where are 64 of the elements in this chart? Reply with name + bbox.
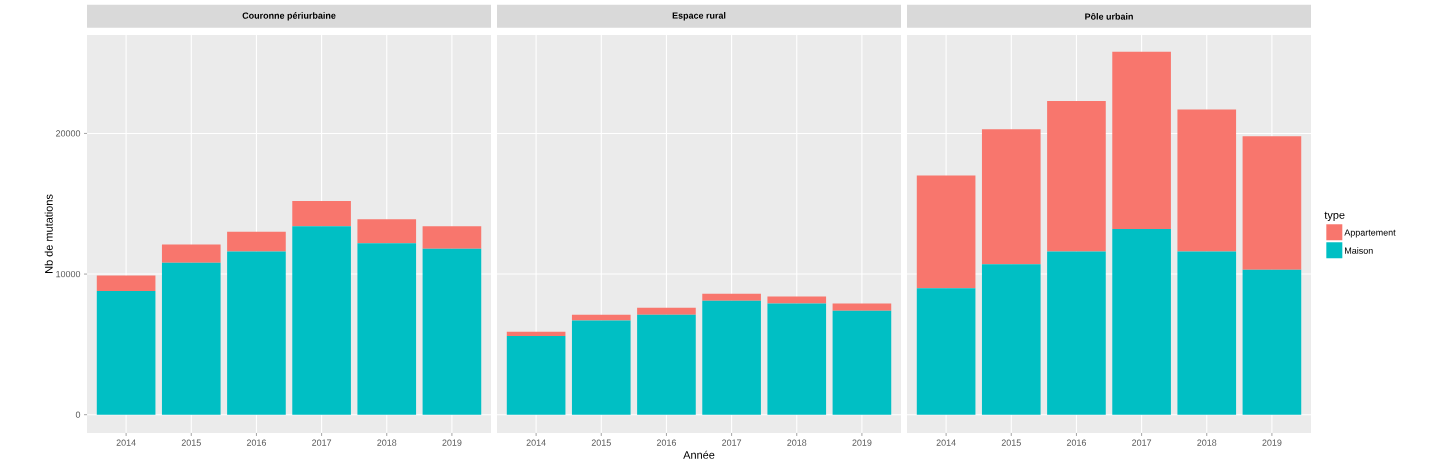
chart-title: Espace rural <box>672 12 726 21</box>
bar <box>637 307 696 315</box>
bar <box>916 175 976 289</box>
bar <box>702 293 761 301</box>
x-tick-label: 2019 <box>1262 439 1282 446</box>
bar <box>422 226 482 249</box>
bar <box>981 129 1041 265</box>
bar <box>506 331 566 336</box>
legend-title: type <box>1324 211 1345 222</box>
bar <box>96 275 156 291</box>
x-axis-title: Année <box>683 450 715 459</box>
legend-label: Maison <box>1345 247 1373 254</box>
x-tick-label: 2015 <box>181 439 201 446</box>
y-tick-label: 0 <box>75 411 81 418</box>
bar <box>767 296 827 304</box>
bar <box>1047 101 1106 252</box>
bar <box>96 290 156 415</box>
x-tick-label: 2016 <box>1066 439 1087 446</box>
x-tick-label: 2017 <box>722 439 742 446</box>
bar <box>1242 136 1302 270</box>
x-tick-label: 2016 <box>246 439 267 446</box>
x-tick-label: 2017 <box>1132 439 1152 446</box>
bar <box>916 288 976 415</box>
bar <box>227 231 286 252</box>
x-tick-label: 2018 <box>377 439 397 446</box>
bar <box>357 243 417 415</box>
bar <box>981 264 1041 415</box>
bar <box>357 219 417 244</box>
x-tick-label: 2015 <box>1001 439 1021 446</box>
bar <box>292 226 351 415</box>
bar <box>506 335 566 415</box>
bar <box>422 248 482 415</box>
x-tick-label: 2018 <box>787 439 807 446</box>
bar <box>1047 251 1106 415</box>
x-tick-label: 2014 <box>526 439 546 446</box>
bar <box>1112 51 1171 230</box>
bar <box>1177 109 1237 252</box>
bar <box>767 303 827 415</box>
x-tick-label: 2019 <box>852 439 872 446</box>
bar <box>832 303 892 311</box>
bar <box>637 314 696 415</box>
x-tick-label: 2019 <box>442 439 462 446</box>
x-tick-label: 2014 <box>936 439 956 446</box>
bar <box>1177 251 1237 415</box>
bar <box>227 251 286 415</box>
bar <box>702 300 761 415</box>
chart-title: Couronne périurbaine <box>242 12 336 21</box>
y-tick-label: 20000 <box>56 130 81 137</box>
bar <box>832 310 892 415</box>
x-tick-label: 2015 <box>591 439 611 446</box>
bar <box>292 200 351 227</box>
chart-title: Pôle urbain <box>1085 12 1133 20</box>
x-tick-label: 2018 <box>1197 439 1217 446</box>
legend-label: Appartement <box>1344 229 1396 238</box>
x-tick-label: 2016 <box>656 439 677 446</box>
y-axis-title: Nb de mutations <box>44 194 53 273</box>
x-tick-label: 2017 <box>312 439 332 446</box>
bar <box>161 244 221 263</box>
x-tick-label: 2014 <box>116 439 136 446</box>
y-tick-label: 10000 <box>56 270 81 278</box>
bar <box>571 320 631 415</box>
bar <box>1112 229 1171 415</box>
bar <box>1242 269 1302 415</box>
bar <box>161 262 221 415</box>
